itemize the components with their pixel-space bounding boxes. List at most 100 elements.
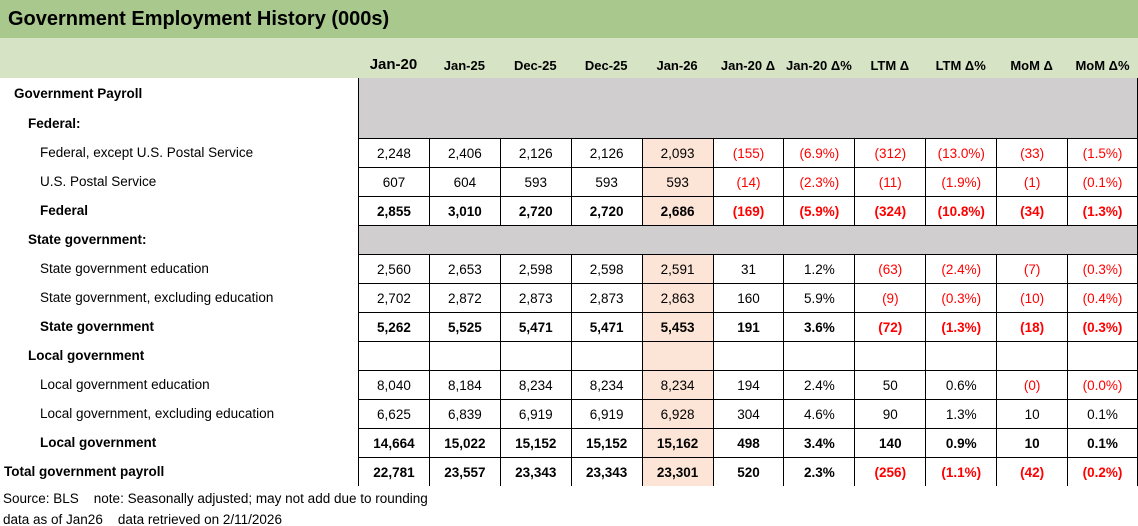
value-cell[interactable]: 0.6% — [925, 370, 997, 399]
value-cell[interactable]: 6,919 — [570, 399, 642, 428]
value-cell[interactable]: 2,560 — [358, 254, 429, 283]
column-header[interactable]: Jan-25 — [443, 58, 485, 73]
column-header[interactable]: LTM Δ — [870, 58, 910, 73]
value-cell[interactable]: (0.0%) — [1067, 370, 1138, 399]
row-label[interactable]: State government education — [0, 254, 358, 283]
row-label[interactable]: Local government — [0, 341, 358, 370]
value-cell[interactable]: 3.4% — [783, 428, 855, 457]
column-header[interactable]: MoM Δ% — [1075, 58, 1130, 73]
value-cell[interactable]: (14) — [712, 167, 784, 196]
value-cell[interactable]: 31 — [712, 254, 784, 283]
value-cell[interactable]: 5,262 — [358, 312, 429, 341]
value-cell[interactable]: 2,126 — [499, 138, 571, 167]
value-cell[interactable]: (169) — [712, 196, 784, 225]
value-cell[interactable] — [570, 341, 642, 370]
value-cell[interactable]: 2,598 — [499, 254, 571, 283]
value-cell[interactable]: (0.1%) — [1067, 167, 1138, 196]
value-cell[interactable]: 22,781 — [358, 457, 429, 486]
value-cell[interactable]: (256) — [854, 457, 926, 486]
value-cell[interactable]: 191 — [712, 312, 784, 341]
value-cell[interactable] — [1067, 341, 1138, 370]
value-cell[interactable]: 0.9% — [925, 428, 997, 457]
value-cell[interactable]: (2.3%) — [783, 167, 855, 196]
value-cell[interactable]: 2,702 — [358, 283, 429, 312]
value-cell[interactable]: 2,720 — [570, 196, 642, 225]
value-cell[interactable]: (312) — [854, 138, 926, 167]
column-header[interactable]: Jan-20 Δ% — [786, 58, 852, 73]
value-cell[interactable]: 520 — [712, 457, 784, 486]
value-cell[interactable]: 160 — [712, 283, 784, 312]
value-cell[interactable]: (34) — [996, 196, 1068, 225]
value-cell[interactable]: (72) — [854, 312, 926, 341]
row-label[interactable]: Federal, except U.S. Postal Service — [0, 138, 358, 167]
value-cell[interactable]: 593 — [570, 167, 642, 196]
column-header[interactable]: Dec-25 — [584, 58, 628, 73]
value-cell[interactable] — [499, 341, 571, 370]
value-cell[interactable] — [996, 341, 1068, 370]
value-cell[interactable]: 5.9% — [783, 283, 855, 312]
value-cell[interactable]: (0.3%) — [1067, 254, 1138, 283]
value-cell[interactable]: 23,557 — [428, 457, 500, 486]
value-cell[interactable]: 593 — [641, 167, 713, 196]
value-cell[interactable]: 5,471 — [570, 312, 642, 341]
row-label[interactable]: Local government education — [0, 370, 358, 399]
value-cell[interactable]: (9) — [854, 283, 926, 312]
value-cell[interactable] — [712, 341, 784, 370]
value-cell[interactable] — [641, 341, 713, 370]
value-cell[interactable]: (1) — [996, 167, 1068, 196]
value-cell[interactable] — [358, 341, 429, 370]
value-cell[interactable]: (1.1%) — [925, 457, 997, 486]
value-cell[interactable]: 8,234 — [641, 370, 713, 399]
value-cell[interactable]: (1.3%) — [1067, 196, 1138, 225]
value-cell[interactable]: 5,471 — [499, 312, 571, 341]
column-header[interactable]: LTM Δ% — [935, 58, 986, 73]
value-cell[interactable] — [925, 341, 997, 370]
value-cell[interactable]: 5,453 — [641, 312, 713, 341]
value-cell[interactable]: (42) — [996, 457, 1068, 486]
value-cell[interactable]: 2,873 — [570, 283, 642, 312]
value-cell[interactable]: (18) — [996, 312, 1068, 341]
value-cell[interactable]: (63) — [854, 254, 926, 283]
value-cell[interactable]: 2,686 — [641, 196, 713, 225]
value-cell[interactable]: 2,720 — [499, 196, 571, 225]
value-cell[interactable]: (1.5%) — [1067, 138, 1138, 167]
value-cell[interactable]: 604 — [428, 167, 500, 196]
row-label[interactable]: Government Payroll — [0, 78, 358, 108]
value-cell[interactable]: 607 — [358, 167, 429, 196]
value-cell[interactable]: 140 — [854, 428, 926, 457]
value-cell[interactable]: 1.2% — [783, 254, 855, 283]
value-cell[interactable]: 15,152 — [570, 428, 642, 457]
value-cell[interactable]: 2,873 — [499, 283, 571, 312]
value-cell[interactable]: (2.4%) — [925, 254, 997, 283]
value-cell[interactable]: 0.1% — [1067, 399, 1138, 428]
row-label[interactable]: Federal: — [0, 108, 358, 138]
value-cell[interactable]: 6,919 — [499, 399, 571, 428]
value-cell[interactable]: 2,863 — [641, 283, 713, 312]
value-cell[interactable]: 194 — [712, 370, 784, 399]
row-label[interactable]: State government: — [0, 225, 358, 254]
value-cell[interactable]: 5,525 — [428, 312, 500, 341]
column-header[interactable]: MoM Δ — [1010, 58, 1053, 73]
value-cell[interactable]: 304 — [712, 399, 784, 428]
value-cell[interactable]: (0.3%) — [1067, 312, 1138, 341]
value-cell[interactable]: (155) — [712, 138, 784, 167]
value-cell[interactable]: 8,040 — [358, 370, 429, 399]
value-cell[interactable]: 2,872 — [428, 283, 500, 312]
value-cell[interactable]: (1.9%) — [925, 167, 997, 196]
value-cell[interactable]: 593 — [499, 167, 571, 196]
value-cell[interactable] — [854, 341, 926, 370]
value-cell[interactable]: 8,234 — [499, 370, 571, 399]
value-cell[interactable]: 2,406 — [428, 138, 500, 167]
row-label[interactable]: State government — [0, 312, 358, 341]
value-cell[interactable]: 3,010 — [428, 196, 500, 225]
row-label[interactable]: Local government — [0, 428, 358, 457]
value-cell[interactable]: 14,664 — [358, 428, 429, 457]
value-cell[interactable] — [783, 341, 855, 370]
value-cell[interactable]: 15,022 — [428, 428, 500, 457]
value-cell[interactable]: 15,162 — [641, 428, 713, 457]
row-label[interactable]: Local government, excluding education — [0, 399, 358, 428]
value-cell[interactable]: 2,598 — [570, 254, 642, 283]
value-cell[interactable]: (0) — [996, 370, 1068, 399]
value-cell[interactable]: 1.3% — [925, 399, 997, 428]
value-cell[interactable]: 10 — [996, 428, 1068, 457]
